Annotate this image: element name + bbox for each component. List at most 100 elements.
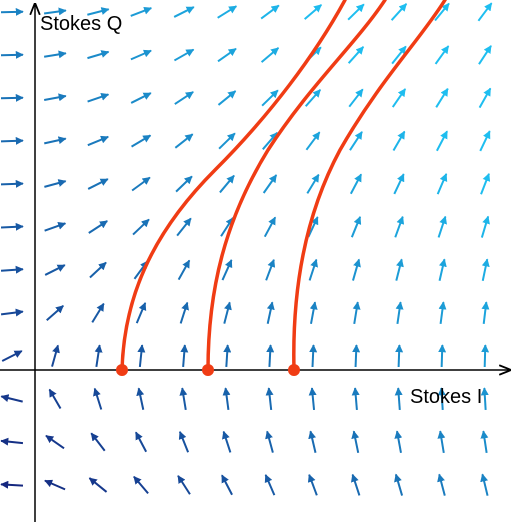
field-arrow [260, 4, 280, 20]
field-arrow [348, 88, 364, 108]
field-arrow [0, 179, 24, 188]
y-axis-label: Stokes Q [40, 13, 122, 35]
field-arrow [175, 175, 193, 193]
field-arrow [347, 46, 365, 64]
field-arrow [307, 216, 319, 238]
field-arrow [87, 50, 110, 60]
field-arrow [481, 344, 490, 368]
trajectory [206, 0, 387, 372]
field-arrow [88, 220, 108, 234]
field-arrow [90, 432, 106, 452]
field-arrow [180, 344, 189, 368]
field-arrow [51, 344, 60, 367]
field-arrow [263, 216, 277, 238]
field-arrow [394, 215, 405, 238]
field-arrow [173, 48, 195, 62]
field-arrow [304, 89, 322, 107]
field-arrow [437, 430, 446, 454]
field-arrow [0, 480, 24, 489]
field-arrow [133, 475, 149, 495]
field-arrow [260, 47, 280, 63]
field-arrow [221, 259, 233, 281]
field-arrow [480, 473, 489, 496]
field-arrow [130, 49, 152, 61]
field-arrow [174, 91, 194, 105]
trajectory [292, 0, 447, 372]
field-arrow [390, 3, 408, 21]
field-arrow [395, 258, 404, 281]
field-arrow [480, 387, 489, 411]
field-arrow [218, 132, 236, 150]
field-arrow [220, 217, 234, 237]
field-arrow [436, 130, 448, 152]
field-arrow [478, 45, 492, 65]
field-arrow [48, 388, 62, 410]
field-arrow [261, 89, 279, 107]
field-arrow [93, 387, 103, 410]
field-arrow [177, 475, 191, 495]
field-arrow [434, 45, 450, 65]
field-arrow [178, 431, 190, 453]
field-arrow [304, 4, 322, 20]
field-arrow [1, 350, 23, 362]
field-arrow [392, 130, 406, 152]
field-arrow [306, 173, 320, 194]
start-point [116, 364, 128, 376]
field-arrow [438, 344, 447, 368]
field-arrow [437, 215, 447, 238]
field-arrow [352, 344, 361, 368]
field-arrow [435, 87, 449, 108]
field-arrow [305, 131, 321, 151]
vector-field [0, 2, 493, 496]
field-arrow [480, 215, 490, 238]
field-arrow [395, 301, 404, 325]
field-arrow [221, 474, 233, 496]
field-arrow [177, 259, 191, 281]
field-arrow [222, 430, 232, 453]
field-arrow [434, 2, 450, 22]
field-arrow [309, 301, 318, 324]
field-arrow [308, 430, 317, 453]
field-arrow [351, 473, 361, 496]
field-arrow [478, 87, 492, 109]
start-point [202, 364, 214, 376]
field-arrow [44, 93, 67, 102]
field-arrow [134, 431, 148, 453]
field-arrow [394, 387, 403, 411]
field-arrow [265, 258, 276, 281]
field-arrow [87, 178, 109, 190]
field-arrow [309, 344, 318, 368]
field-arrow [89, 261, 107, 279]
field-arrow [0, 222, 24, 231]
field-arrow [481, 258, 490, 281]
field-arrow [87, 7, 110, 16]
field-arrow [88, 477, 108, 493]
field-arrow [266, 301, 275, 324]
field-arrow [135, 302, 147, 324]
field-arrow [437, 387, 446, 411]
field-arrow [87, 135, 109, 147]
field-arrow [265, 387, 274, 411]
trajectory [120, 0, 347, 372]
field-arrow [176, 217, 192, 237]
field-arrow [0, 93, 24, 102]
field-arrow [480, 172, 491, 195]
field-arrow [173, 6, 195, 18]
field-arrow [264, 474, 276, 496]
field-arrow [436, 173, 448, 195]
field-arrow [481, 301, 490, 325]
field-arrow [351, 387, 360, 411]
field-arrow [222, 387, 231, 411]
field-arrow [395, 344, 404, 368]
field-arrow [217, 47, 237, 63]
field-arrow [0, 308, 24, 317]
field-arrow [262, 174, 278, 194]
field-arrow [352, 258, 361, 281]
field-arrow [45, 434, 65, 450]
field-arrow [132, 218, 150, 236]
field-arrow [46, 304, 64, 322]
field-arrow [307, 473, 318, 496]
field-arrow [347, 3, 365, 21]
field-arrow [262, 132, 278, 150]
field-arrow [43, 50, 67, 59]
